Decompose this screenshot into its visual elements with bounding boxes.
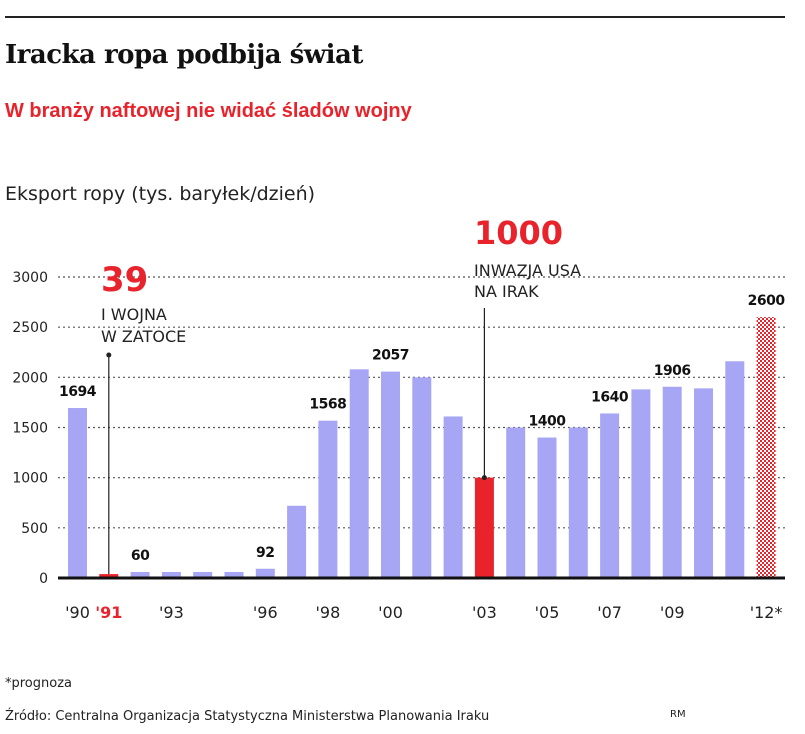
top-rule [5,16,785,18]
bar-2007 [600,413,620,578]
y-tick-label: 2500 [12,320,48,336]
x-tick-label: '03 [472,603,497,622]
data-label: 2057 [372,348,409,364]
bar-1995 [224,571,244,578]
x-tick-label: '93 [159,603,184,622]
bar-2008 [631,389,651,578]
annotation-dot-2003 [481,475,487,481]
bar-2006 [568,427,588,578]
y-tick-label: 0 [39,571,48,587]
x-tick-label: '98 [316,603,341,622]
data-label: 2600 [748,293,786,309]
bar-2009 [662,386,682,578]
bar-2000 [381,371,400,578]
bar-2004 [506,427,526,578]
annotation-value-1991: 39 [101,260,148,300]
annotation-text-2003: INWAZJA USA [474,261,581,280]
data-label: 1906 [654,363,691,379]
bar-1992 [130,571,150,578]
page-subtitle: W branży naftowej nie widać śladów wojny [5,100,412,122]
y-tick-label: 1000 [12,471,48,487]
annotation-value-2003: 1000 [474,214,563,252]
bar-2010 [694,388,713,578]
x-tick-label: '07 [597,603,622,622]
author-initials: RM [670,709,686,720]
bar-2003 [474,477,494,578]
bar-1997 [287,505,307,578]
data-label: 1640 [591,389,629,405]
bar-1999 [349,369,369,578]
annotation-dot-1991 [106,352,112,358]
y-axis-label: Eksport ropy (tys. baryłek/dzień) [5,183,316,205]
annotation-text-1991: I WOJNA [101,305,167,324]
bar-2012 [756,317,776,578]
x-tick-label: '00 [378,603,403,622]
x-tick-label: '90 [65,603,90,622]
data-label: 92 [256,545,274,561]
x-tick-label: '12* [750,603,783,622]
data-label: 1568 [309,397,346,413]
bar-1994 [193,571,213,578]
y-tick-label: 3000 [12,270,48,286]
bar-1998 [318,420,338,578]
source-note: Źródło: Centralna Organizacja Statystycz… [5,709,490,724]
y-tick-label: 2000 [12,370,48,386]
page-title: Iracka ropa podbija świat [5,40,363,70]
x-tick-label: '09 [660,603,685,622]
bar-1990 [68,408,87,578]
annotation-text-1991: W ZATOCE [101,327,186,346]
y-tick-label: 500 [21,521,48,537]
x-tick-label: '05 [535,603,560,622]
data-label: 60 [131,548,150,564]
bar-2005 [537,437,557,578]
x-tick-label: '96 [253,603,278,622]
y-tick-label: 1500 [12,421,48,437]
bar-1991 [99,574,119,578]
bar-1996 [255,568,275,578]
x-tick-label: '91 [95,603,122,622]
annotation-text-2003: NA IRAK [474,282,539,301]
bar-2011 [725,361,745,578]
bar-2002 [443,416,463,578]
data-label: 1694 [59,384,97,400]
data-label: 1400 [529,414,567,430]
bar-2001 [412,377,432,578]
bar-1993 [161,571,181,578]
forecast-footnote: *prognoza [5,676,72,691]
